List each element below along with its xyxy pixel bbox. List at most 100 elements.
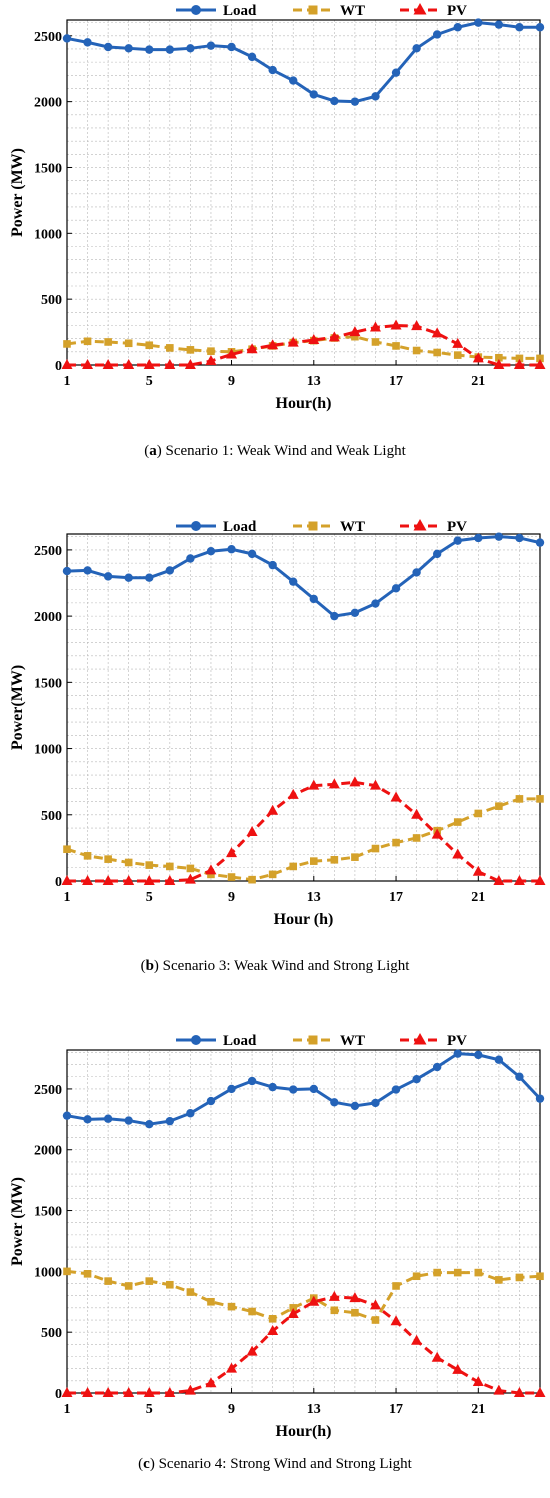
- data-point-wt: [104, 855, 112, 863]
- data-point-wt: [495, 1276, 503, 1284]
- data-point-pv: [164, 359, 176, 369]
- data-point-load: [371, 1098, 380, 1108]
- y-tick-label: 2500: [34, 30, 62, 45]
- data-point-wt: [536, 1272, 544, 1281]
- data-point-load: [124, 573, 133, 582]
- data-point-pv: [452, 848, 464, 859]
- data-point-wt: [515, 795, 524, 803]
- x-tick-label: 13: [307, 374, 321, 389]
- data-point-load: [515, 1072, 524, 1081]
- chart-a: 0 500 1000 1500 2000 2500 1 5 9 13 17 21 Hour(h) Powe…: [9, 3, 546, 412]
- y-tick-label: 2000: [34, 610, 62, 625]
- data-point-wt: [371, 338, 380, 346]
- data-point-load: [62, 566, 72, 576]
- data-point-pv: [472, 1376, 484, 1387]
- data-point-load: [83, 566, 92, 575]
- data-point-pv: [390, 791, 402, 802]
- series-line-load: [66, 1052, 542, 1126]
- x-tick-label: 5: [146, 1402, 153, 1417]
- data-point-wt: [63, 1267, 71, 1276]
- data-point-wt: [248, 1307, 256, 1316]
- y-tick-label: 0: [55, 1387, 62, 1402]
- data-point-load: [412, 1074, 421, 1084]
- data-point-load: [83, 1115, 92, 1124]
- data-point-pv: [267, 1324, 279, 1335]
- series-wt: [63, 332, 544, 363]
- y-tick-label: 1000: [34, 1265, 62, 1280]
- data-point-pv: [184, 1384, 196, 1395]
- data-point-pv: [390, 1315, 402, 1326]
- data-point-pv: [513, 1387, 525, 1397]
- data-point-pv: [287, 336, 299, 347]
- data-point-load: [350, 1101, 360, 1111]
- data-point-load: [371, 92, 380, 101]
- data-point-load: [350, 608, 360, 618]
- data-point-wt: [63, 845, 71, 854]
- data-point-load: [103, 572, 113, 581]
- data-point-pv: [61, 1387, 73, 1397]
- data-point-pv: [267, 339, 279, 350]
- data-point-pv: [411, 1334, 423, 1345]
- data-point-wt: [412, 346, 421, 355]
- data-point-pv: [349, 776, 361, 787]
- series-load: [62, 532, 545, 621]
- data-point-load: [165, 566, 175, 575]
- data-point-load: [289, 76, 298, 85]
- data-point-load: [247, 549, 257, 559]
- data-point-pv: [82, 1387, 94, 1397]
- data-point-load: [268, 560, 277, 570]
- data-point-wt: [227, 873, 236, 881]
- data-point-pv: [226, 348, 238, 359]
- data-point-wt: [433, 1268, 441, 1277]
- data-point-wt: [453, 818, 462, 826]
- x-axis-label: Hour(h): [276, 1423, 332, 1440]
- data-point-load: [309, 1084, 318, 1094]
- legend-label: Load: [223, 3, 257, 19]
- series-load: [62, 1049, 545, 1129]
- legend-marker-load: [191, 521, 201, 531]
- legend-marker-pv: [413, 1033, 427, 1045]
- data-point-wt: [453, 351, 462, 359]
- data-point-pv: [164, 875, 176, 885]
- legend-marker-load: [191, 5, 201, 15]
- data-point-pv: [369, 1299, 381, 1310]
- data-point-pv: [61, 875, 73, 885]
- data-point-wt: [207, 1297, 215, 1306]
- data-point-load: [124, 44, 133, 53]
- data-point-wt: [433, 348, 441, 357]
- series-pv: [61, 1290, 546, 1397]
- data-point-wt: [495, 802, 503, 810]
- data-point-wt: [83, 852, 92, 860]
- legend-label: WT: [340, 519, 365, 535]
- x-tick-label: 1: [64, 890, 71, 905]
- y-tick-label: 1500: [34, 1205, 62, 1220]
- data-point-pv: [246, 825, 258, 836]
- y-axis-label: Power (MW): [9, 148, 26, 237]
- data-point-load: [145, 45, 154, 54]
- y-tick-label: 500: [41, 809, 62, 824]
- data-point-load: [494, 532, 504, 541]
- caption-letter: b: [145, 958, 154, 974]
- series-line-pv: [67, 780, 540, 883]
- data-point-load: [371, 599, 380, 608]
- data-point-load: [227, 42, 236, 52]
- data-point-load: [330, 611, 339, 621]
- data-point-pv: [123, 359, 135, 369]
- data-point-load: [62, 34, 72, 43]
- series-pv: [61, 776, 546, 885]
- data-point-pv: [431, 327, 443, 338]
- data-point-pv: [493, 359, 505, 369]
- data-point-wt: [515, 1273, 524, 1282]
- data-point-wt: [392, 1282, 400, 1290]
- caption-letter: c: [143, 1456, 150, 1472]
- data-point-wt: [289, 862, 298, 871]
- grid: [66, 534, 541, 882]
- data-point-load: [227, 545, 236, 554]
- legend-marker-wt: [308, 521, 318, 531]
- data-point-load: [391, 68, 401, 77]
- data-point-wt: [166, 1280, 174, 1289]
- x-tick-label: 21: [471, 890, 485, 905]
- data-point-pv: [328, 331, 340, 342]
- data-point-pv: [267, 804, 279, 815]
- grid: [66, 1050, 541, 1394]
